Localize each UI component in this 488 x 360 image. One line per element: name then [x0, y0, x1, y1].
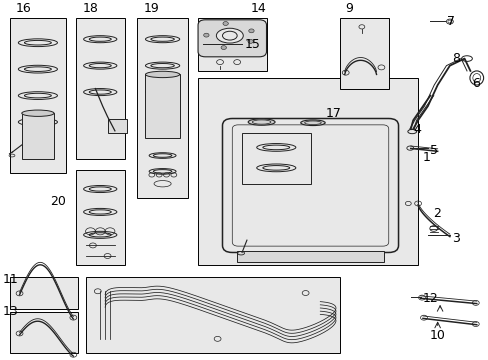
- Bar: [85, 277, 339, 353]
- Bar: [198, 78, 417, 265]
- Circle shape: [203, 33, 209, 37]
- Text: 2: 2: [432, 207, 440, 220]
- Ellipse shape: [248, 119, 274, 125]
- Bar: [76, 170, 124, 265]
- Bar: [76, 18, 124, 159]
- Bar: [10, 18, 66, 173]
- Text: 4: 4: [412, 123, 420, 136]
- Circle shape: [247, 40, 253, 43]
- Text: 15: 15: [244, 38, 260, 51]
- Text: 10: 10: [429, 329, 445, 342]
- Bar: [242, 132, 310, 184]
- Ellipse shape: [300, 120, 325, 126]
- Bar: [198, 18, 266, 71]
- Text: 6: 6: [471, 77, 479, 90]
- Text: 3: 3: [451, 232, 459, 245]
- Text: 8: 8: [451, 52, 459, 65]
- Text: 16: 16: [16, 1, 31, 14]
- Ellipse shape: [145, 71, 180, 78]
- Text: 9: 9: [345, 1, 353, 14]
- Bar: [10, 277, 78, 309]
- Text: 7: 7: [447, 15, 454, 28]
- Bar: [339, 18, 388, 89]
- Text: 5: 5: [429, 144, 437, 157]
- Text: 20: 20: [50, 195, 66, 208]
- Text: 12: 12: [422, 292, 438, 305]
- Text: 17: 17: [325, 107, 340, 120]
- Bar: [145, 75, 180, 138]
- Bar: [237, 251, 383, 262]
- Circle shape: [221, 46, 226, 50]
- Bar: [21, 113, 54, 159]
- Text: 18: 18: [82, 1, 98, 14]
- Text: 11: 11: [2, 273, 18, 286]
- Bar: [107, 118, 127, 132]
- Circle shape: [223, 22, 228, 26]
- Text: 19: 19: [143, 1, 159, 14]
- Ellipse shape: [216, 28, 243, 43]
- Circle shape: [248, 29, 254, 33]
- Ellipse shape: [21, 110, 54, 116]
- Text: 13: 13: [2, 305, 18, 318]
- Bar: [137, 18, 188, 198]
- Bar: [10, 312, 78, 353]
- Text: 14: 14: [250, 1, 266, 14]
- FancyBboxPatch shape: [198, 20, 266, 57]
- Text: 1: 1: [422, 151, 430, 164]
